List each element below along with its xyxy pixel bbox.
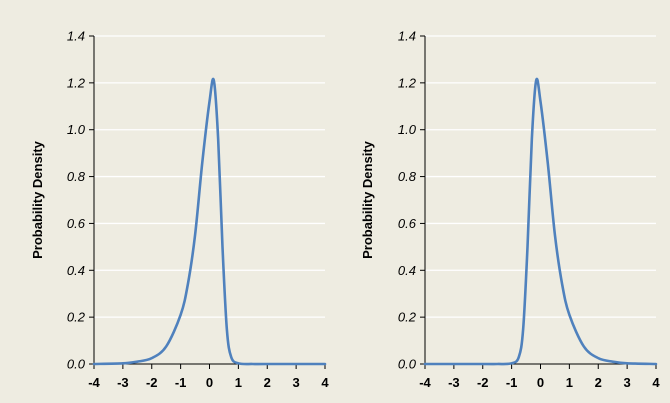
y-axis-label: Probability Density xyxy=(360,140,375,259)
y-tick-label: 1.0 xyxy=(398,122,417,137)
y-tick-label: 0.4 xyxy=(67,263,85,278)
y-tick-label: 0.0 xyxy=(67,357,86,372)
x-tick-label: 1 xyxy=(566,375,573,390)
density-curve xyxy=(423,77,658,366)
y-tick-label: 1.2 xyxy=(67,75,86,90)
y-tick-label: 1.4 xyxy=(398,29,416,44)
x-tick-label: -4 xyxy=(88,375,100,390)
y-tick-label: 1.2 xyxy=(398,75,417,90)
x-tick-label: 0 xyxy=(537,375,544,390)
y-tick-label: 0.8 xyxy=(67,169,86,184)
x-tick-label: -4 xyxy=(419,375,431,390)
x-tick-label: -2 xyxy=(477,375,489,390)
x-tick-label: 4 xyxy=(321,375,329,390)
left-density-chart: Probability Density 0.0 0.2 0.4 0.6 0.8 1.0 1.… xyxy=(30,29,329,391)
x-tick-label: -1 xyxy=(506,375,518,390)
y-tick-label: 0.4 xyxy=(398,263,416,278)
x-tick-label: 3 xyxy=(293,375,300,390)
y-tick-label: 1.0 xyxy=(67,122,86,137)
y-tick-label: 0.8 xyxy=(398,169,417,184)
y-tick-label: 0.2 xyxy=(398,310,417,325)
x-tick-label: 4 xyxy=(652,375,660,390)
x-tick-label: -3 xyxy=(448,375,460,390)
x-tick-label: -1 xyxy=(175,375,187,390)
x-tick-label: 2 xyxy=(264,375,271,390)
y-tick-label: 0.6 xyxy=(398,216,417,231)
x-tick-label: 3 xyxy=(624,375,631,390)
x-tick-label: -3 xyxy=(117,375,129,390)
right-density-chart: Probability Density 0.0 0.2 0.4 0.6 0.8 1.0 1.… xyxy=(360,29,660,391)
x-tick-label: 0 xyxy=(206,375,213,390)
x-tick-label: 2 xyxy=(595,375,602,390)
y-tick-label: 0.0 xyxy=(398,357,417,372)
density-curve xyxy=(92,77,327,366)
y-tick-label: 0.2 xyxy=(67,310,86,325)
y-tick-label: 1.4 xyxy=(67,29,85,44)
y-axis-label: Probability Density xyxy=(30,140,45,259)
x-tick-label: -2 xyxy=(146,375,158,390)
y-tick-label: 0.6 xyxy=(67,216,86,231)
x-tick-label: 1 xyxy=(235,375,242,390)
